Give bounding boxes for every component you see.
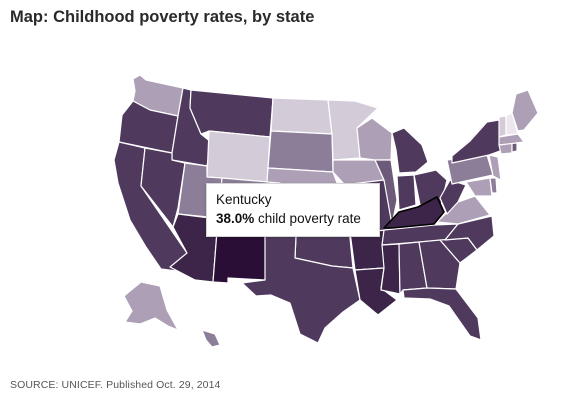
state-hawaii[interactable] xyxy=(201,329,221,348)
state-rhode-island[interactable] xyxy=(511,142,518,153)
tooltip-suffix: child poverty rate xyxy=(258,211,361,226)
state-montana[interactable] xyxy=(189,89,274,138)
state-tooltip: Kentucky 38.0% child poverty rate xyxy=(206,183,380,237)
state-texas[interactable] xyxy=(241,233,361,344)
state-new-jersey[interactable] xyxy=(488,154,502,181)
state-maine[interactable] xyxy=(511,89,539,132)
state-wyoming[interactable] xyxy=(206,130,271,183)
state-georgia[interactable] xyxy=(418,239,461,290)
state-west-virginia[interactable] xyxy=(439,179,467,215)
tooltip-value-line: 38.0% child poverty rate xyxy=(216,209,370,229)
state-kentucky[interactable] xyxy=(383,196,445,229)
state-south-dakota[interactable] xyxy=(267,130,334,173)
state-north-dakota[interactable] xyxy=(270,97,333,135)
state-florida[interactable] xyxy=(402,287,482,341)
state-vermont[interactable] xyxy=(498,115,507,138)
tooltip-state-name: Kentucky xyxy=(216,192,272,207)
tooltip-value: 38.0% xyxy=(216,211,255,226)
state-illinois[interactable] xyxy=(374,159,398,226)
state-delaware[interactable] xyxy=(489,177,498,194)
state-mississippi[interactable] xyxy=(380,243,401,295)
state-new-hampshire[interactable] xyxy=(505,112,519,136)
page-title: Map: Childhood poverty rates, by state xyxy=(10,8,315,26)
state-alaska[interactable] xyxy=(123,281,179,331)
state-indiana[interactable] xyxy=(396,174,417,211)
state-maryland[interactable] xyxy=(465,177,493,197)
source-note: SOURCE: UNICEF. Published Oct. 29, 2014 xyxy=(10,379,221,391)
state-michigan[interactable] xyxy=(391,127,429,174)
state-wisconsin[interactable] xyxy=(356,117,393,161)
